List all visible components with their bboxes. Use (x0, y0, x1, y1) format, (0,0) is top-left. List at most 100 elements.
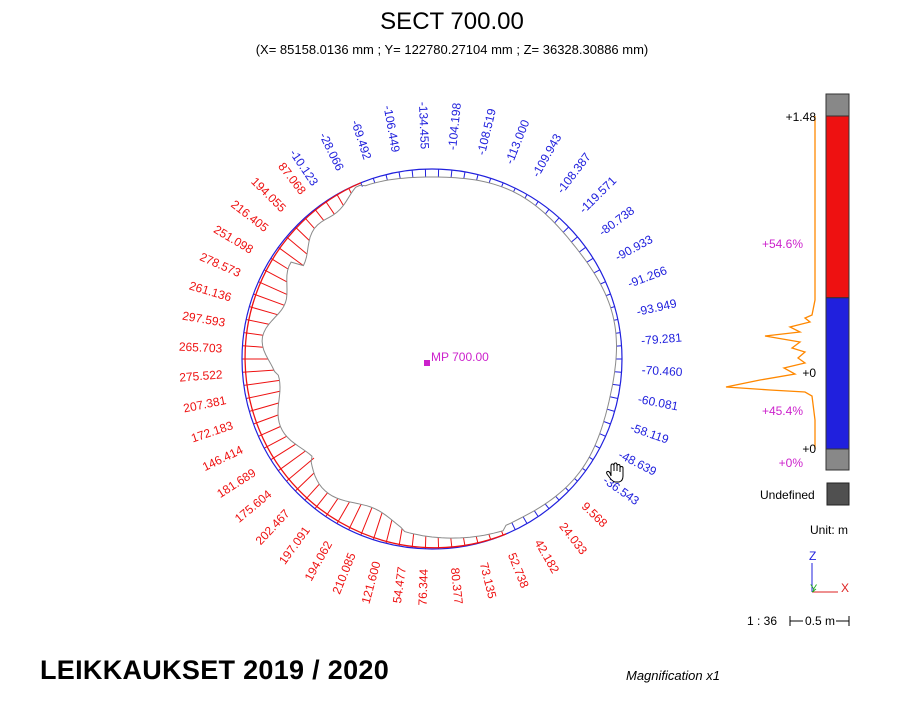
deviation-ray-red (263, 269, 288, 283)
deviation-ray-blue (571, 236, 578, 243)
deviation-ray-blue (555, 495, 560, 501)
deviation-label-red: 197.091 (276, 524, 313, 568)
deviation-ray-red (314, 208, 325, 221)
deviation-ray-blue (594, 445, 601, 449)
hand-cursor-icon (606, 462, 624, 483)
legend-under-range-swatch (825, 448, 850, 471)
legend-upper-percent: +54.6% (762, 237, 803, 251)
deviation-ray-blue (544, 503, 550, 510)
deviation-ray-red (398, 528, 403, 547)
deviation-label-red: 207.381 (182, 393, 228, 415)
deviation-ray-red (294, 226, 310, 241)
legend-bottom-percent: +0% (779, 456, 804, 470)
deviation-ray-blue (605, 293, 611, 297)
deviation-ray-red (258, 426, 281, 437)
undefined-swatch (826, 482, 850, 506)
deviation-ray-blue (599, 433, 606, 437)
deviation-label-red: 202.467 (253, 506, 293, 547)
deviation-ray-red (258, 281, 288, 295)
deviation-ray-red (253, 293, 285, 306)
deviation-ray-blue (554, 217, 560, 224)
deviation-label-red: 210.085 (329, 550, 358, 596)
axis-z-label: Z (809, 549, 816, 563)
deviation-ray-blue (612, 383, 621, 386)
deviation-label-blue: -109.943 (529, 131, 565, 179)
deviation-label-red: 265.703 (179, 340, 223, 356)
deviation-label-red: 275.522 (179, 367, 224, 384)
deviation-label-blue: -28.066 (316, 130, 347, 173)
deviation-label-red: 261.136 (188, 279, 234, 305)
deviation-ray-blue (476, 174, 479, 181)
deviation-ray-red (360, 507, 373, 536)
axis-x-label: X (841, 581, 849, 595)
deviation-ray-red (304, 217, 315, 229)
deviation-ray-red (348, 187, 352, 194)
deviation-ray-red (253, 414, 279, 425)
deviation-ray-red (325, 498, 339, 517)
deviation-label-red: 52.738 (505, 551, 532, 591)
deviation-label-red: 73.135 (477, 561, 500, 600)
deviation-ray-blue (411, 169, 414, 178)
deviation-ray-blue (574, 478, 578, 482)
scale-bar-label: 0.5 m (805, 614, 835, 628)
scale-bar-icon (789, 616, 850, 626)
section-coordinates: (X= 85158.0136 mm ; Y= 122780.27104 mm ;… (255, 42, 649, 57)
deviation-ray-blue (511, 522, 516, 531)
undefined-label: Undefined (760, 488, 815, 502)
deviation-ray-red (286, 236, 308, 255)
deviation-ray-blue (398, 171, 401, 179)
deviation-label-red: 194.055 (248, 174, 289, 215)
legend-negative-band (825, 297, 850, 450)
deviation-label-red: 42.182 (532, 537, 563, 576)
deviation-ray-red (246, 319, 269, 325)
deviation-label-blue: -134.455 (416, 102, 432, 150)
legend-bottom-value: +0 (802, 442, 816, 456)
deviation-ray-red (263, 435, 287, 449)
deviation-ray-red (463, 537, 466, 547)
section-title: SECT 700.00 (380, 8, 524, 35)
deviation-ray-red (270, 443, 296, 461)
deviation-label-red: 54.477 (390, 566, 409, 605)
deviation-ray-red (411, 533, 415, 549)
deviation-label-red: 172.183 (189, 418, 235, 445)
deviation-ray-red (246, 390, 281, 399)
deviation-ray-red (242, 369, 274, 373)
deviation-ray-blue (535, 201, 539, 206)
deviation-label-blue: -90.933 (613, 232, 656, 264)
deviation-ray-blue (545, 208, 550, 215)
unit-label: Unit: m (810, 523, 848, 537)
deviation-ray-red (249, 402, 279, 412)
legend-over-range-swatch (825, 93, 850, 117)
design-profile-circle (241, 168, 623, 550)
deviation-label-red: 24.033 (556, 520, 590, 558)
deviation-ray-blue (582, 467, 586, 472)
deviation-ray-blue (360, 182, 363, 187)
center-point-marker (424, 360, 430, 366)
deviation-label-red: 121.600 (359, 559, 384, 605)
deviation-ray-red (325, 201, 335, 215)
deviation-ray-red (243, 379, 280, 386)
deviation-ray-red (336, 501, 350, 524)
magnification-label: Magnification x1 (626, 668, 720, 683)
deviation-ray-blue (488, 178, 492, 184)
deviation-ray-red (270, 257, 289, 270)
legend-lower-percent: +45.4% (762, 404, 803, 418)
deviation-ray-blue (562, 226, 570, 233)
document-title: LEIKKAUKSET 2019 / 2020 (40, 655, 390, 685)
deviation-ray-red (475, 536, 479, 544)
axis-y-label: Y (810, 583, 818, 595)
deviation-label-blue: -104.198 (445, 102, 464, 151)
deviation-ray-blue (522, 516, 528, 524)
deviation-ray-blue (565, 487, 570, 492)
deviation-histogram-curve (725, 116, 816, 449)
deviation-label-blue: -93.949 (635, 296, 678, 319)
deviation-ray-red (294, 472, 315, 492)
deviation-label-blue: -108.519 (474, 107, 499, 157)
deviation-ray-blue (613, 319, 618, 321)
deviation-label-blue: -106.449 (381, 104, 403, 153)
deviation-label-blue: -60.081 (637, 392, 680, 414)
deviation-label-red: 251.098 (211, 222, 256, 256)
deviation-ray-red (278, 246, 304, 267)
deviation-label-red: 297.593 (181, 309, 226, 330)
deviation-label-red: 181.689 (214, 465, 258, 500)
